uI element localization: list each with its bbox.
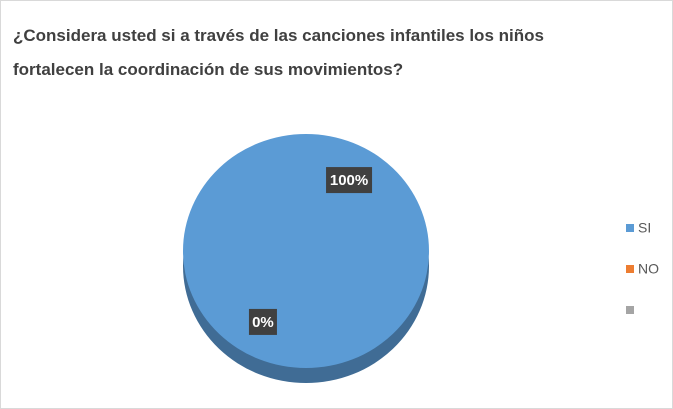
data-label: 100% — [330, 172, 368, 189]
data-label-box — [326, 167, 373, 194]
legend-label: SI — [638, 220, 651, 236]
data-label-box — [248, 308, 277, 335]
legend-swatch — [626, 224, 634, 232]
chart-title: ¿Considera usted si a través de las canc… — [13, 26, 544, 79]
data-label: 0% — [252, 314, 274, 331]
legend-swatch — [626, 265, 634, 273]
legend-swatch — [626, 306, 634, 314]
pie-slice — [183, 133, 429, 369]
legend-label: NO — [638, 261, 659, 277]
